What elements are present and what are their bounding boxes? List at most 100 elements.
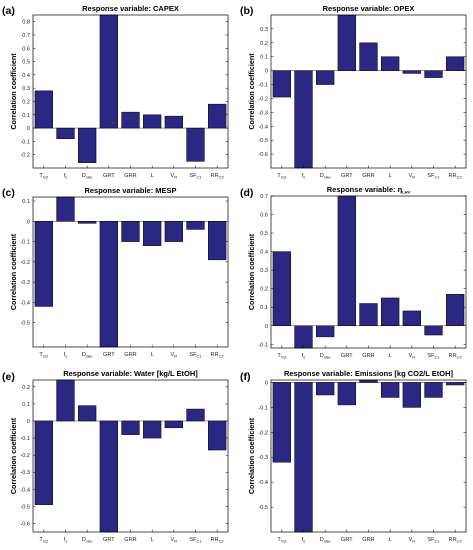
chart-panel-6: (f) Response variable: Emissions [kg CO2/… [240, 369, 467, 544]
panel-label: (d) [240, 187, 253, 199]
x-tick-label-main: V [409, 173, 413, 179]
bar-7 [164, 221, 183, 242]
bar-5 [359, 42, 378, 71]
x-tick-label-subscript: rate [86, 539, 94, 544]
x-tick-label: VR [171, 352, 178, 359]
bar-4 [337, 195, 356, 327]
bar-2 [56, 127, 75, 139]
y-tick-label: 0.2 [22, 385, 30, 391]
y-tick-label: -0.2 [258, 96, 268, 102]
bar-1 [34, 90, 53, 129]
y-tick-label: 0.3 [260, 268, 268, 274]
bar-9 [208, 420, 227, 451]
y-tick-label: -0.1 [258, 83, 268, 89]
bar-2 [294, 70, 313, 169]
x-tick-label-subscript: C1 [197, 175, 203, 180]
x-tick-label-subscript: C2 [219, 175, 225, 180]
x-tick-label-main: T [277, 353, 281, 359]
y-tick-label: -0.1 [20, 139, 30, 145]
x-tick-label-main: GRT [103, 173, 115, 179]
x-tick-label: GRT [341, 537, 353, 543]
x-tick-label-main: D [82, 352, 86, 358]
bar-7 [402, 70, 421, 74]
bar-1 [272, 251, 291, 327]
x-tick-label-main: GRR [124, 537, 136, 543]
bar-7 [402, 310, 421, 327]
x-tick-label-subscript: C1 [197, 354, 203, 359]
x-tick-label-main: f [302, 537, 304, 543]
x-tick-label-main: GRT [341, 537, 353, 543]
x-tick-label: RRC2 [449, 537, 463, 544]
bar-1 [272, 382, 291, 463]
y-tick-label: 0.5 [22, 60, 30, 66]
x-tick-label-main: T [39, 352, 43, 358]
x-tick-label: TGZ [39, 352, 49, 359]
x-tick-label-subscript: C2 [457, 175, 463, 180]
y-tick-label: 0.6 [22, 46, 30, 52]
x-tick-label-subscript: C2 [219, 354, 225, 359]
bar-8 [424, 70, 443, 78]
x-tick-label-main: RR [211, 537, 219, 543]
x-tick-label: fs [302, 537, 306, 544]
x-tick-label: GRR [124, 352, 136, 358]
x-tick-label: GRR [362, 537, 374, 543]
plot-frame [32, 14, 229, 169]
bar-9 [208, 103, 227, 129]
y-tick-label: -0.3 [20, 280, 30, 286]
x-tick-label-main: L [389, 173, 392, 179]
x-tick-label-main: GRT [103, 352, 115, 358]
x-tick-label: L [389, 173, 392, 179]
x-tick-label-subscript: C2 [457, 539, 463, 544]
x-tick-label-subscript: s [65, 354, 67, 359]
x-tick-label-main: RR [211, 173, 219, 179]
y-tick-label: -0.5 [258, 505, 268, 511]
y-tick-label: -0.2 [20, 153, 30, 159]
y-tick-label: 0.1 [22, 113, 30, 119]
chart-title: Response variable: CAPEX [82, 4, 179, 13]
y-tick-label: -0.4 [258, 480, 268, 486]
x-tick-label-subscript: R [412, 175, 415, 180]
y-axis-label: Correlation coefficient [9, 233, 18, 310]
y-tick-label: 0.6 [260, 213, 268, 219]
x-tick-label-subscript: GZ [281, 355, 287, 360]
panel-label: (a) [2, 5, 15, 17]
x-tick-label: RRC2 [211, 352, 225, 359]
x-tick-label-subscript: GZ [281, 539, 287, 544]
x-tick-label: fs [302, 353, 306, 360]
y-axis-label: Correlation coefficient [247, 417, 256, 494]
bar-2 [56, 196, 75, 222]
y-tick-label: 0.4 [22, 73, 30, 79]
x-tick-label-subscript: s [65, 539, 67, 544]
x-tick-label-main: D [320, 173, 324, 179]
bar-5 [121, 111, 140, 129]
x-tick-label: GRT [341, 173, 353, 179]
bar-1 [34, 221, 53, 307]
x-tick-label-main: V [171, 173, 175, 179]
bar-4 [99, 420, 118, 533]
plot-frame [32, 196, 229, 348]
bar-8 [424, 325, 443, 336]
y-tick-label: -0.1 [258, 405, 268, 411]
x-tick-label: GRR [362, 173, 374, 179]
bar-4 [99, 221, 118, 348]
bar-8 [186, 221, 205, 230]
x-tick-label-main: GRR [362, 537, 374, 543]
bar-1 [272, 70, 291, 98]
plot-frame [270, 14, 467, 169]
x-tick-label: GRT [103, 173, 115, 179]
x-tick-label-subscript: s [65, 175, 67, 180]
x-tick-label-main: GRT [103, 537, 115, 543]
x-tick-label: VR [409, 537, 416, 544]
x-tick-label-subscript: C2 [219, 539, 225, 544]
y-tick-label: 0.1 [22, 402, 30, 408]
x-tick-label-subscript: R [412, 355, 415, 360]
bar-5 [121, 221, 140, 242]
bar-4 [99, 14, 118, 129]
bar-4 [337, 14, 356, 71]
bar-6 [381, 297, 400, 327]
y-tick-label: -0.5 [20, 321, 30, 327]
x-tick-label-subscript: C1 [435, 355, 441, 360]
y-tick-label: 0.2 [260, 41, 268, 47]
bar-9 [446, 382, 465, 386]
